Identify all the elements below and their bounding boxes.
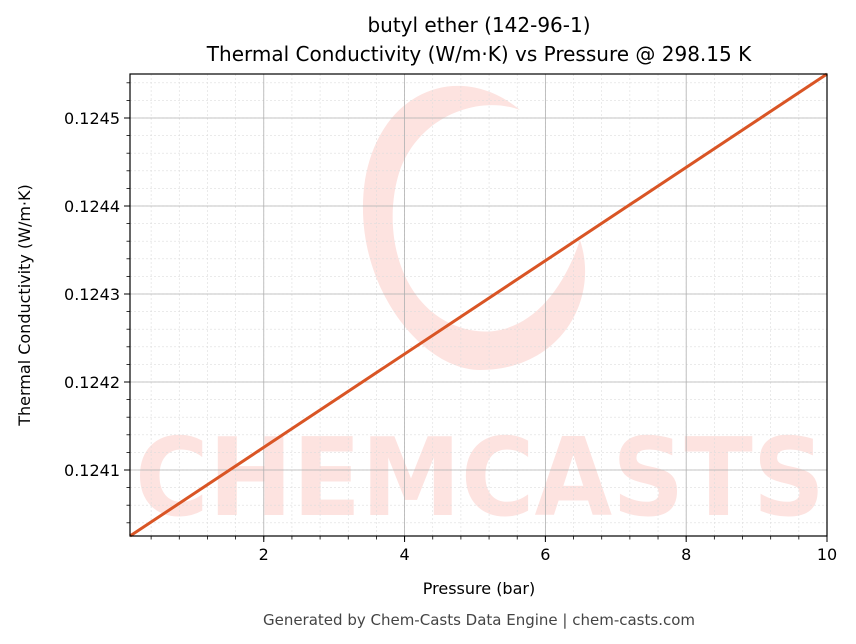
watermark: CHEMCASTS [135, 86, 825, 541]
x-tick-label: 6 [540, 545, 550, 564]
y-tick-label: 0.1245 [64, 109, 120, 128]
watermark-swirl-icon [363, 86, 585, 370]
x-axis-label: Pressure (bar) [423, 579, 535, 598]
chart-title: butyl ether (142-96-1) [367, 13, 590, 37]
chart-subtitle: Thermal Conductivity (W/m·K) vs Pressure… [206, 42, 752, 66]
footer-credit: Generated by Chem-Casts Data Engine | ch… [263, 611, 695, 629]
x-tick-label: 10 [817, 545, 837, 564]
y-tick-label: 0.1241 [64, 461, 120, 480]
y-tick-label: 0.1242 [64, 373, 120, 392]
x-tick-label: 4 [399, 545, 409, 564]
y-axis-label: Thermal Conductivity (W/m·K) [15, 184, 34, 427]
x-tick-label: 2 [259, 545, 269, 564]
y-tick-label: 0.1244 [64, 197, 120, 216]
y-tick-label: 0.1243 [64, 285, 120, 304]
x-tick-label: 8 [681, 545, 691, 564]
